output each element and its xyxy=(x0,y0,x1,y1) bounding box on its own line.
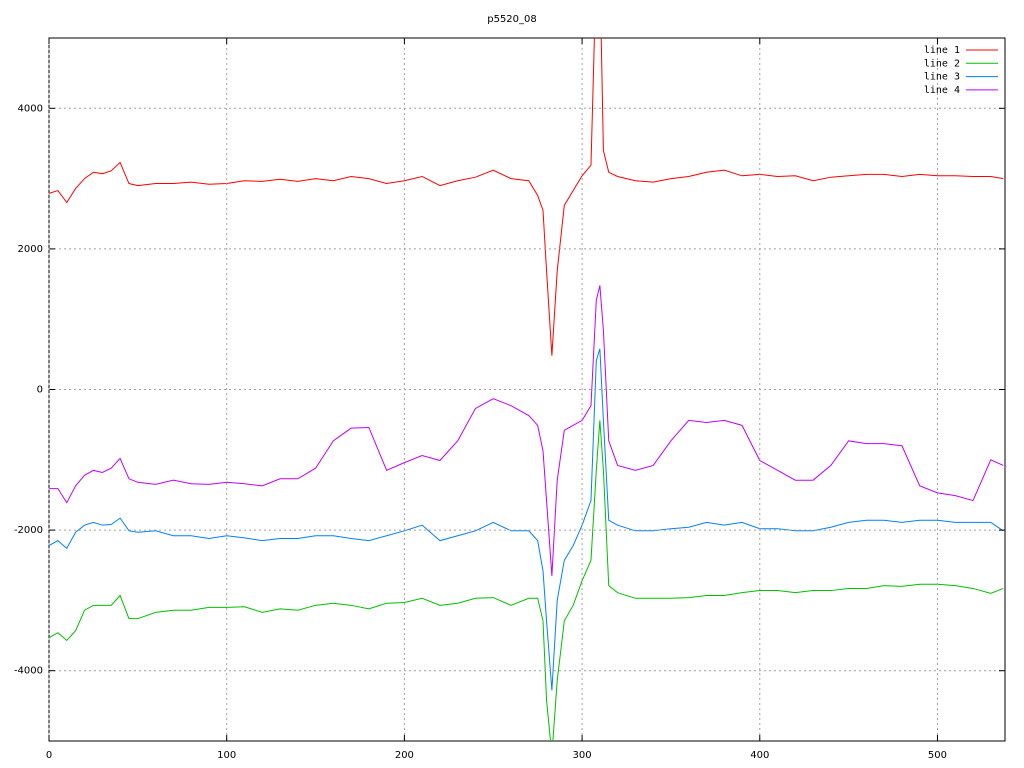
y-tick-label: 2000 xyxy=(18,244,43,255)
plot-frame xyxy=(48,37,1006,742)
x-tick-label: 400 xyxy=(750,750,769,761)
y-tick-label: 4000 xyxy=(18,103,43,114)
x-tick-label: 300 xyxy=(573,750,592,761)
y-tick-label: -4000 xyxy=(14,666,43,677)
y-tick-label: -2000 xyxy=(14,525,43,536)
legend-label: line 2 xyxy=(924,58,960,69)
y-tick-label: 0 xyxy=(37,385,43,396)
data-line xyxy=(49,348,1004,691)
x-tick-label: 100 xyxy=(217,750,236,761)
x-tick-label: 0 xyxy=(46,750,52,761)
plot-area xyxy=(49,38,1004,741)
legend-label: line 1 xyxy=(924,45,960,56)
x-tick-label: 500 xyxy=(928,750,947,761)
legend-label: line 4 xyxy=(924,85,960,96)
data-line xyxy=(49,420,1004,741)
data-line xyxy=(49,38,1004,356)
legend-label: line 3 xyxy=(924,72,960,83)
x-tick-label: 200 xyxy=(395,750,414,761)
chart-title: p5520_08 xyxy=(487,14,537,25)
data-line xyxy=(49,285,1004,576)
